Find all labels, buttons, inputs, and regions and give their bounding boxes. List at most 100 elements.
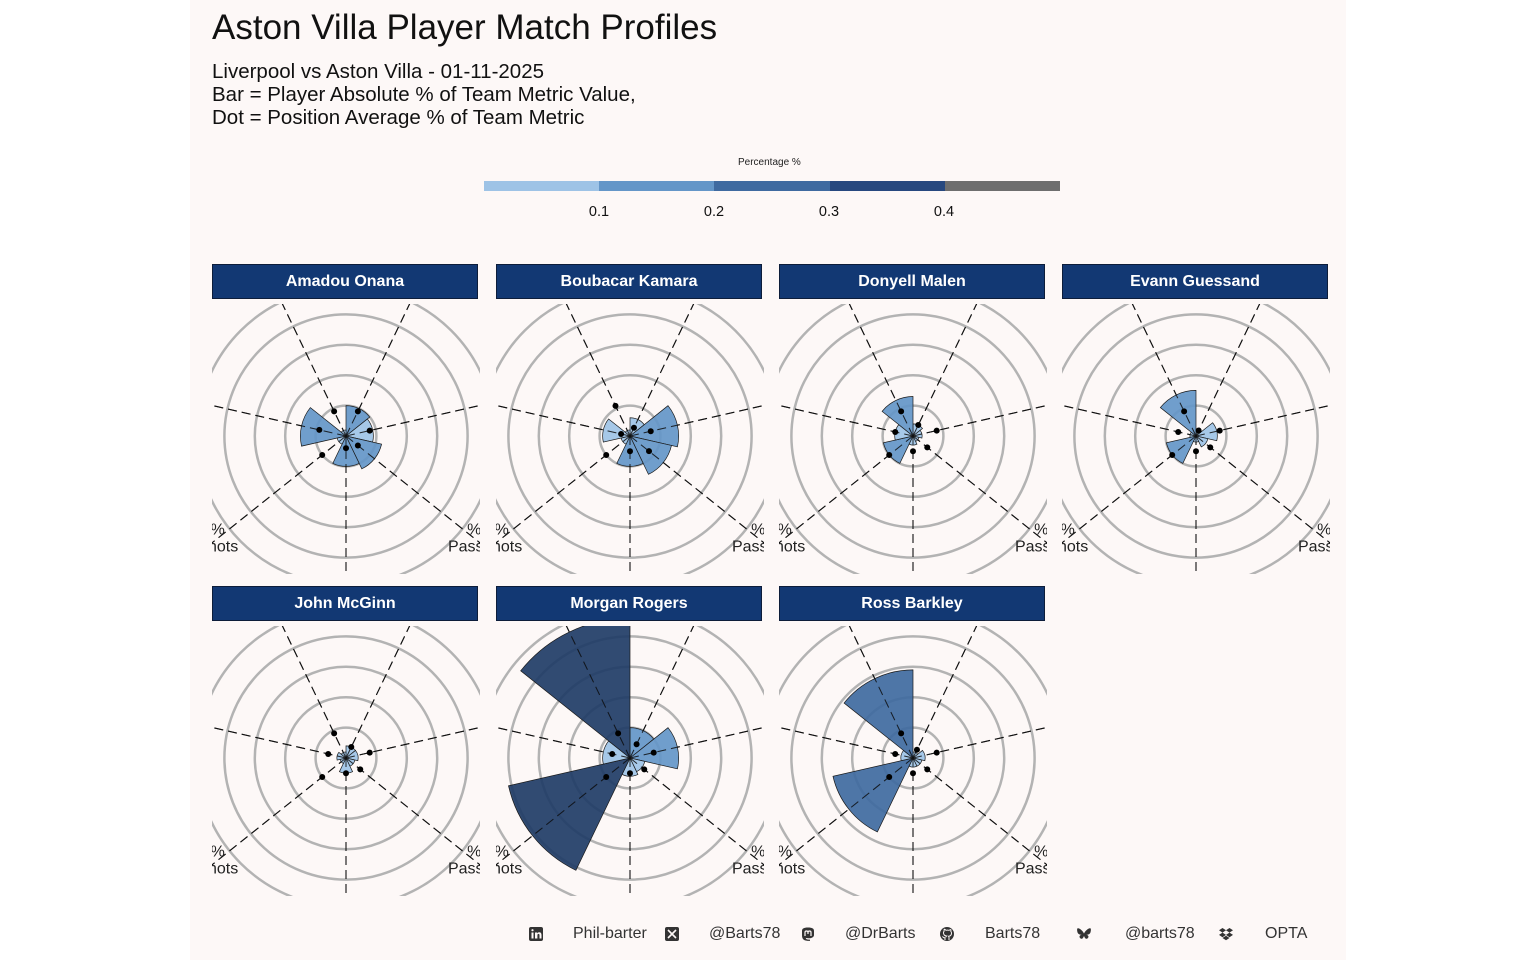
axis-spoke-overlay [1195,304,1261,437]
position-average-dot [933,749,940,756]
axis-label: Aerials [393,304,442,305]
axis-spoke-overlay [496,404,631,437]
position-average-dot [1195,427,1202,434]
bar-wedge [336,751,347,761]
axis-label-percent: % [1034,521,1047,538]
axis-spoke-overlay [212,726,347,759]
legend-swatch-1 [484,181,600,191]
dropbox-icon [1219,928,1233,941]
axis-spoke-overlay [345,626,411,759]
position-average-dot [898,408,905,415]
position-average-dot [343,770,349,777]
position-average-dot [603,773,610,780]
axis-spoke-overlay [629,626,695,759]
position-average-dot [354,408,361,415]
page-title: Aston Villa Player Match Profiles [212,8,718,47]
axis-label: Passes [1015,860,1047,877]
position-average-dot [933,427,940,434]
position-average-dot [331,730,338,737]
subtitle-dot-note: Dot = Position Average % of Team Metric [212,106,585,129]
axis-spoke-overlay [629,757,764,866]
bar-wedge [832,757,914,833]
position-average-dot [618,430,625,437]
axis-label: Shots [1062,538,1088,555]
axis-spoke-overlay [345,435,480,544]
facet-title: John McGinn [212,586,478,621]
axis-spoke-overlay [629,435,764,544]
axis-spoke-overlay [629,304,695,437]
axis-label-percent: % [212,521,225,538]
axis-label-percent: % [467,843,480,860]
facet-title: Morgan Rogers [496,586,762,621]
axis-spoke-overlay [1195,435,1330,544]
footer-source: OPTA [1265,925,1308,942]
footer-credits: Phil-barter @Barts78 @DrBarts Barts78 @b… [520,925,1340,947]
position-average-dot [641,766,648,773]
axis-spoke-overlay [1195,404,1330,437]
bar-wedge [520,626,631,759]
axis-label-percent: % [779,843,792,860]
position-average-dot [1216,427,1223,434]
grid-ring [790,313,1036,559]
position-average-dot [650,749,657,756]
subtitle-bar-note: Bar = Player Absolute % of Team Metric V… [212,83,636,106]
position-average-dot [319,451,326,458]
facet-title: Amadou Onana [212,264,478,299]
axis-spoke-overlay [912,757,1047,866]
position-average-dot [647,428,654,435]
axis-spoke-overlay [212,435,347,544]
grid-ring [790,635,1036,881]
axis-label: Shots [496,538,522,555]
position-average-dot [366,749,373,756]
bar-wedge [602,418,631,443]
position-average-dot [603,451,610,458]
axis-label: Aerials [1243,304,1292,305]
github-icon [940,927,954,941]
axis-spoke [912,726,1047,759]
axis-label-percent: % [467,521,480,538]
axis-label-percent: % [496,521,509,538]
axis-spoke-overlay [912,435,1047,544]
legend-colorbar [484,181,1061,191]
axis-spoke [345,726,480,759]
axis-spoke-overlay [912,626,978,759]
position-average-dot [886,773,893,780]
grid-ring [1073,313,1319,559]
axis-label: Aerials [677,626,726,627]
position-average-dot [886,451,893,458]
radar-chart: %Aerials%Duels%Passes%Possession%Shots% … [496,304,764,574]
position-average-dot [1175,428,1182,435]
position-average-dot [343,445,349,452]
axis-label: Passes [1015,538,1047,555]
position-average-dot [1193,448,1199,455]
position-average-dot [915,422,922,429]
position-average-dot [348,744,355,751]
facet-title: Boubacar Kamara [496,264,762,299]
axis-label: Shots [779,538,805,555]
axis-label: Shots [779,860,805,877]
axis-spoke-overlay [912,726,1047,759]
position-average-dot [892,428,899,435]
position-average-dot [924,444,931,451]
linkedin-icon [529,927,543,941]
footer-x: @Barts78 [709,925,781,942]
footer-mastodon: @DrBarts [845,925,916,942]
grid-ring [223,635,469,881]
axis-spoke-overlay [779,726,914,759]
axis-spoke [912,404,1047,437]
axis-label: Shots [496,860,522,877]
axis-label: Passes [448,538,480,555]
position-average-dot [898,730,905,737]
position-average-dot [1207,444,1214,451]
axis-spoke-overlay [212,757,347,866]
axis-label-percent: % [212,843,225,860]
bluesky-icon [1077,928,1091,939]
axis-spoke-overlay [496,726,631,759]
axis-label: Shots [212,860,238,877]
x-twitter-icon [665,927,679,941]
position-average-dot [609,750,616,757]
axis-spoke-overlay [496,435,631,544]
legend-swatch-5 [944,181,1061,191]
position-average-dot [633,741,640,748]
position-average-dot [331,408,338,415]
